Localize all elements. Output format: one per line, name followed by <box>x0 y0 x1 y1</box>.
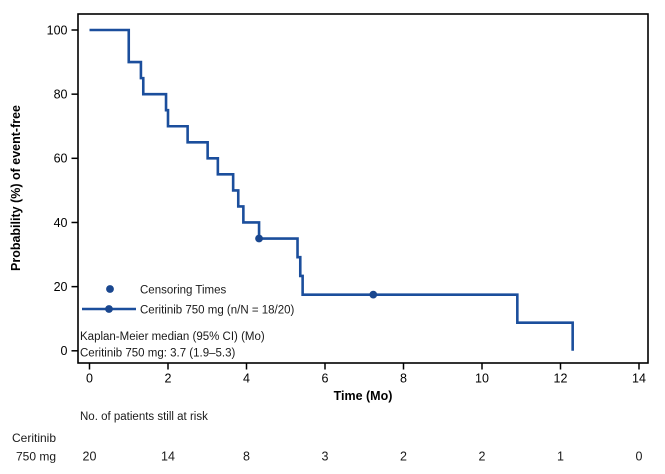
censor-mark-icon <box>369 290 378 299</box>
y-axis: 0 20 40 60 80 100 <box>47 23 78 358</box>
at-risk-count: 8 <box>243 450 250 464</box>
censor-marks <box>255 234 378 299</box>
km-median-heading: Kaplan-Meier median (95% CI) (Mo) <box>80 331 265 343</box>
at-risk-counts: 20 14 8 3 2 2 1 0 <box>83 450 643 464</box>
censor-marker-icon <box>106 285 114 293</box>
at-risk-header: No. of patients still at risk <box>80 411 208 423</box>
x-tick-label: 6 <box>322 372 329 386</box>
y-tick-label: 40 <box>54 216 68 230</box>
censor-mark-icon <box>255 234 263 243</box>
at-risk-count: 20 <box>83 450 97 464</box>
at-risk-count: 1 <box>557 450 564 464</box>
x-tick-label: 10 <box>475 372 489 386</box>
at-risk-count: 2 <box>400 450 407 464</box>
at-risk-count: 14 <box>161 450 175 464</box>
at-risk-row-label-line1: Ceritinib <box>12 431 56 445</box>
y-tick-label: 0 <box>61 344 68 358</box>
legend: Censoring Times Ceritinib 750 mg (n/N = … <box>82 285 295 317</box>
y-tick-label: 60 <box>54 152 68 166</box>
x-axis-title: Time (Mo) <box>334 389 393 403</box>
x-tick-label: 0 <box>86 372 93 386</box>
x-tick-label: 14 <box>632 372 646 386</box>
plot-border <box>77 13 649 364</box>
y-tick-label: 100 <box>47 23 68 37</box>
legend-series-label: Ceritinib 750 mg (n/N = 18/20) <box>140 305 295 317</box>
km-curve <box>89 28 574 351</box>
x-axis: 0 2 4 6 8 10 12 14 <box>86 363 646 386</box>
x-tick-label: 8 <box>400 372 407 386</box>
y-axis-title: Probability (%) of event-free <box>9 105 23 271</box>
at-risk-count: 0 <box>636 450 643 464</box>
series-marker-icon <box>105 305 113 313</box>
at-risk-count: 3 <box>322 450 329 464</box>
x-tick-label: 2 <box>165 372 172 386</box>
at-risk-count: 2 <box>479 450 486 464</box>
y-tick-label: 20 <box>54 280 68 294</box>
x-tick-label: 4 <box>243 372 250 386</box>
km-median-value: Ceritinib 750 mg: 3.7 (1.9–5.3) <box>80 348 236 360</box>
legend-censoring-label: Censoring Times <box>140 285 227 297</box>
at-risk-row-label-line2: 750 mg <box>16 450 56 464</box>
y-tick-label: 80 <box>54 87 68 101</box>
x-tick-label: 12 <box>554 372 568 386</box>
